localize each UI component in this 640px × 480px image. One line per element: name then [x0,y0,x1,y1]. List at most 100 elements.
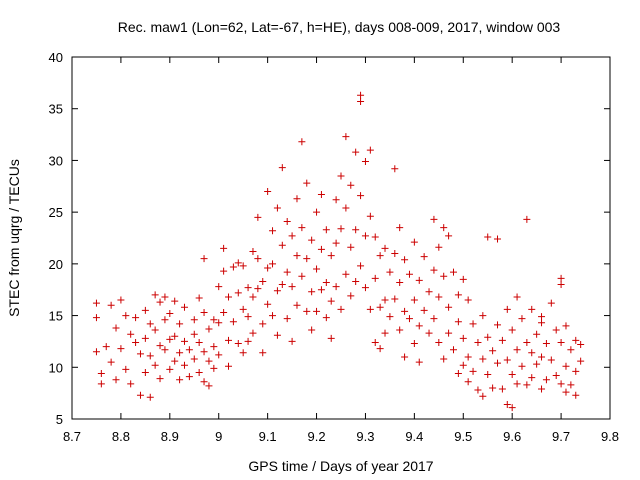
data-point [401,256,409,264]
data-point [161,346,169,354]
data-point [308,288,316,296]
data-point [278,164,286,172]
data-point [357,192,365,200]
data-point [229,318,237,326]
data-point [479,355,487,363]
data-point [440,355,448,363]
data-point [166,365,174,373]
data-point [244,284,252,292]
data-point [269,312,277,320]
data-point [518,362,526,370]
data-point [210,343,218,351]
data-point [273,204,281,212]
data-point [97,369,105,377]
data-point [244,337,252,345]
data-points [92,91,585,412]
data-point [298,224,306,232]
data-point [151,291,159,299]
data-point [542,376,550,384]
x-tick-label: 9.5 [454,429,472,444]
data-point [459,361,467,369]
data-point [494,235,502,243]
x-tick-label: 8.9 [161,429,179,444]
data-point [249,247,257,255]
data-point [200,255,208,263]
data-point [552,326,560,334]
data-point [445,303,453,311]
data-point [381,296,389,304]
data-point [459,275,467,283]
data-point [122,312,130,320]
data-point [430,315,438,323]
data-point [430,215,438,223]
y-tick-label: 5 [56,412,63,427]
data-point [562,362,570,370]
data-point [376,303,384,311]
data-point [464,353,472,361]
data-point [313,208,321,216]
data-point [264,264,272,272]
data-point [391,165,399,173]
x-tick-label: 9.8 [601,429,619,444]
data-point [547,299,555,307]
data-point [371,274,379,282]
data-point [332,239,340,247]
data-point [415,322,423,330]
data-point [489,347,497,355]
data-point [542,339,550,347]
data-point [200,348,208,356]
data-point [567,346,575,354]
x-tick-label: 9.6 [503,429,521,444]
x-tick-label: 9 [215,429,222,444]
data-point [503,401,511,409]
data-point [234,259,242,267]
data-point [440,272,448,280]
data-point [288,337,296,345]
data-point [210,364,218,372]
data-point [190,316,198,324]
axis-ticks: 8.7 8.8 8.9 9 9.1 9.2 9.3 9.4 9.5 9.6 9.7 9.8 5 10 15 2… [49,50,620,444]
data-point [352,148,360,156]
data-point [538,385,546,393]
data-point [415,276,423,284]
data-point [430,266,438,274]
x-tick-label: 9.1 [259,429,277,444]
data-point [498,385,506,393]
data-point [293,301,301,309]
data-point [136,391,144,399]
data-point [298,138,306,146]
data-point [283,217,291,225]
data-point [273,331,281,339]
y-axis-label: STEC from uqrg / TECUs [6,159,22,317]
data-point [176,349,184,357]
data-point [474,338,482,346]
data-point [264,300,272,308]
x-axis-label: GPS time / Days of year 2017 [248,458,433,474]
data-point [264,187,272,195]
data-point [112,376,120,384]
data-point [180,337,188,345]
data-point [479,312,487,320]
data-point [479,392,487,400]
data-point [469,367,477,375]
data-point [577,341,585,349]
data-point [513,293,521,301]
data-point [161,316,169,324]
data-point [239,262,247,270]
y-tick-label: 15 [49,309,63,324]
data-point [557,281,565,289]
data-point [327,252,335,260]
data-point [322,226,330,234]
data-point [107,301,115,309]
data-point [215,351,223,359]
data-point [141,368,149,376]
data-point [420,253,428,261]
data-point [244,313,252,321]
x-tick-label: 9.2 [308,429,326,444]
data-point [405,315,413,323]
data-point [112,324,120,332]
y-tick-label: 30 [49,153,63,168]
y-tick-label: 20 [49,257,63,272]
data-point [396,278,404,286]
data-point [278,281,286,289]
